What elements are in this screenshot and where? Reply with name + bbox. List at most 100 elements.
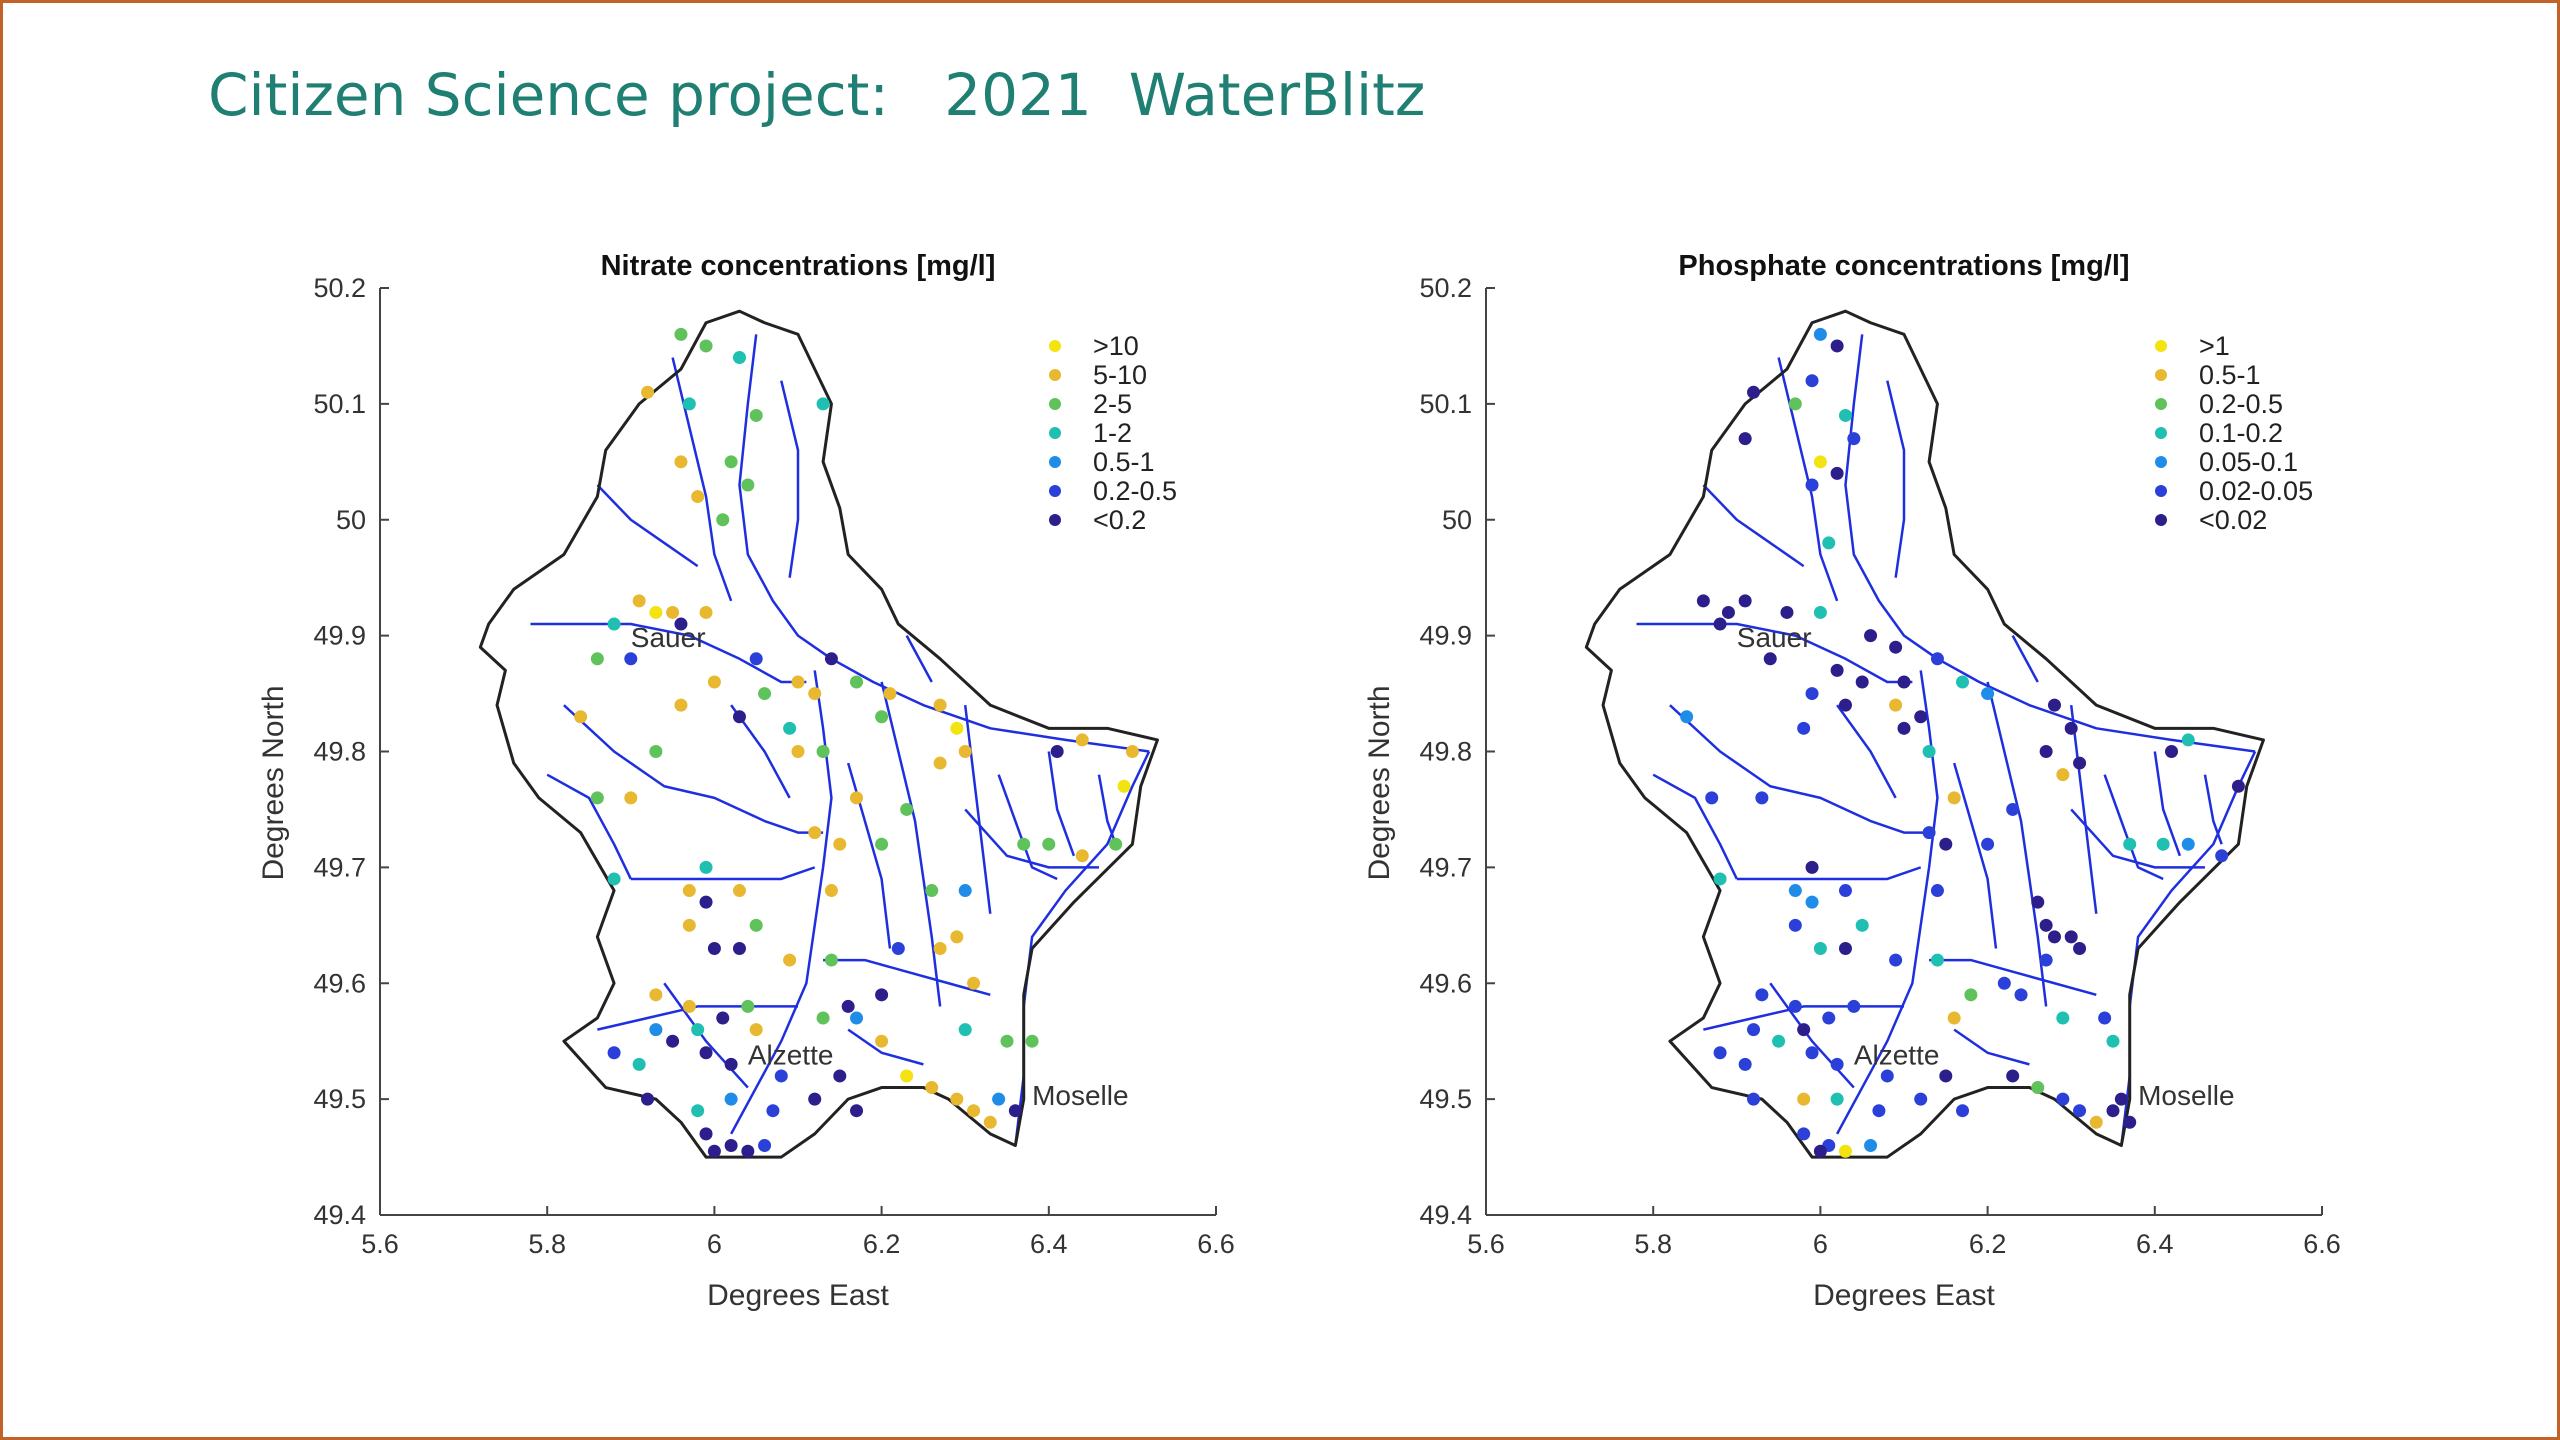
river-line	[2153, 751, 2182, 857]
river-line	[2070, 808, 2205, 869]
sample-point	[1822, 536, 1836, 550]
sample-point	[2073, 941, 2087, 955]
sample-point	[1897, 675, 1911, 689]
legend-label: >10	[1093, 331, 1139, 361]
sample-point	[2064, 721, 2078, 735]
sample-point	[716, 513, 730, 527]
sample-point	[1855, 675, 1869, 689]
sample-point	[732, 351, 746, 365]
river-line	[963, 705, 992, 914]
sample-point	[607, 872, 621, 886]
sample-point	[883, 687, 897, 701]
sample-point	[791, 745, 805, 758]
legend-marker	[2155, 427, 2167, 439]
sample-point	[649, 988, 663, 1002]
y-tick-label: 50.1	[313, 389, 366, 419]
sample-point	[1880, 1069, 1894, 1083]
sample-point	[2231, 779, 2245, 793]
river-line	[780, 380, 800, 578]
sample-point	[958, 884, 972, 898]
sample-point	[732, 710, 746, 724]
sample-point	[707, 675, 721, 689]
sample-point	[875, 1034, 889, 1048]
sample-point	[724, 455, 738, 469]
sample-point	[1117, 779, 1131, 793]
river-line	[630, 866, 816, 881]
sample-point	[1797, 721, 1811, 735]
sample-point	[1738, 594, 1752, 608]
sample-point	[900, 1069, 914, 1083]
sample-point	[816, 745, 830, 758]
y-tick-label: 49.9	[1419, 621, 1472, 651]
sample-point	[1939, 837, 1953, 851]
sample-point	[1000, 1034, 1014, 1048]
sample-point	[1956, 1104, 1970, 1118]
x-tick-label: 6.4	[2136, 1229, 2174, 1259]
legend-label: >1	[2199, 331, 2230, 361]
y-tick-label: 50.2	[1419, 273, 1472, 303]
sample-point	[1864, 629, 1878, 643]
river-line	[1953, 1028, 2030, 1066]
y-tick-label: 50.1	[1419, 389, 1472, 419]
sample-point	[2181, 733, 2195, 747]
river-line	[597, 1005, 798, 1031]
sample-point	[1050, 745, 1064, 758]
sample-point	[1747, 385, 1761, 399]
sample-point	[641, 385, 655, 399]
river-line	[1844, 334, 2256, 753]
sample-point	[808, 687, 822, 701]
sample-point	[824, 884, 838, 898]
river-line	[964, 808, 1099, 869]
sample-point	[900, 802, 914, 816]
sample-point	[707, 1144, 721, 1158]
legend-marker	[2155, 485, 2167, 497]
river-line	[546, 773, 632, 880]
sample-point	[1017, 837, 1031, 851]
sample-point	[2031, 1081, 2045, 1095]
legend-marker	[1049, 369, 1061, 381]
legend-label: 0.02-0.05	[2199, 476, 2313, 506]
sample-point	[1964, 988, 1978, 1002]
sample-point	[666, 605, 680, 619]
sample-point	[624, 791, 638, 805]
sample-point	[632, 1057, 646, 1071]
sample-point	[1747, 1023, 1761, 1037]
sample-point	[958, 1023, 972, 1037]
y-tick-label: 49.5	[1419, 1084, 1472, 1114]
chart-title: Phosphate concentrations [mg/l]	[1678, 250, 2129, 282]
sample-point	[699, 339, 713, 353]
legend-marker	[2155, 398, 2167, 410]
sample-point	[1813, 941, 1827, 955]
sample-point	[933, 698, 947, 712]
slide-title: Citizen Science project: 2021 WaterBlitz	[208, 61, 1426, 129]
sample-point	[732, 941, 746, 955]
sample-point	[1738, 432, 1752, 446]
sample-point	[724, 1138, 738, 1152]
sample-point	[967, 1104, 981, 1118]
sample-point	[590, 791, 604, 805]
y-tick-label: 50	[1442, 505, 1472, 535]
sample-point	[808, 826, 822, 840]
sample-point	[1914, 710, 1928, 724]
river-label: Alzette	[748, 1039, 834, 1070]
legend-label: <0.2	[1093, 505, 1146, 535]
sample-point	[850, 675, 864, 689]
sample-point	[1788, 918, 1802, 932]
sample-point	[992, 1092, 1006, 1106]
sample-point	[875, 988, 889, 1002]
sample-point	[1755, 988, 1769, 1002]
sample-point	[649, 605, 663, 619]
river-label: Alzette	[1854, 1039, 1940, 1070]
sample-point	[1830, 663, 1844, 677]
river-label: Sauer	[631, 622, 706, 653]
river-line	[663, 982, 749, 1089]
river-label: Moselle	[1032, 1080, 1128, 1111]
sample-point	[1772, 1034, 1786, 1048]
sample-point	[1813, 327, 1827, 341]
sample-point	[958, 745, 972, 758]
river-line	[2011, 635, 2039, 683]
nitrate-map-chart: Nitrate concentrations [mg/l] Degrees Ea…	[257, 250, 1235, 1312]
sample-point	[716, 1011, 730, 1025]
sample-point	[1838, 884, 1852, 898]
